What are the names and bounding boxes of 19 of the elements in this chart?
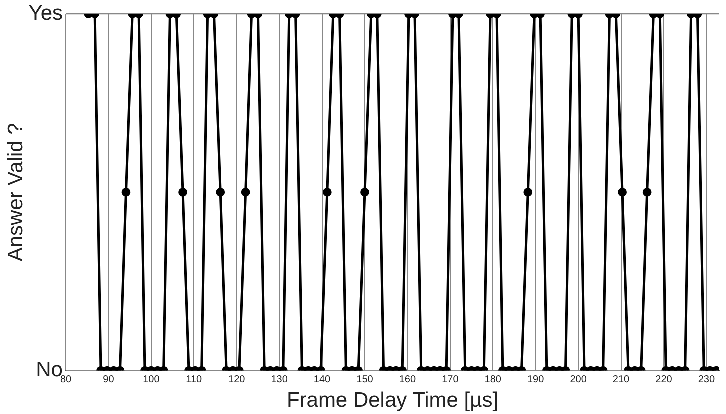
x-tick-label: 130 [271, 374, 288, 386]
x-axis-title: Frame Delay Time [µs] [286, 389, 499, 412]
x-tick-label: 100 [143, 374, 160, 386]
x-tick-label: 230 [698, 374, 716, 386]
x-tick-label: 80 [60, 374, 72, 386]
x-tick-label: 150 [356, 374, 374, 386]
x-tick-label: 220 [656, 374, 673, 386]
y-axis-title: Answer Valid ? [4, 123, 28, 262]
x-tick-label: 210 [612, 374, 630, 386]
x-tick-label: 120 [228, 374, 246, 386]
x-tick-label: 90 [103, 374, 115, 386]
x-tick-label: 110 [186, 374, 203, 386]
x-tick-label: 190 [527, 374, 545, 386]
x-tick-label: 170 [442, 374, 460, 386]
ref-line-label: Yes [28, 2, 63, 25]
x-tick-label: 180 [484, 374, 502, 386]
x-tick-label: 200 [570, 374, 588, 386]
x-tick-label: 160 [399, 374, 416, 386]
x-tick-label: 140 [314, 374, 332, 386]
